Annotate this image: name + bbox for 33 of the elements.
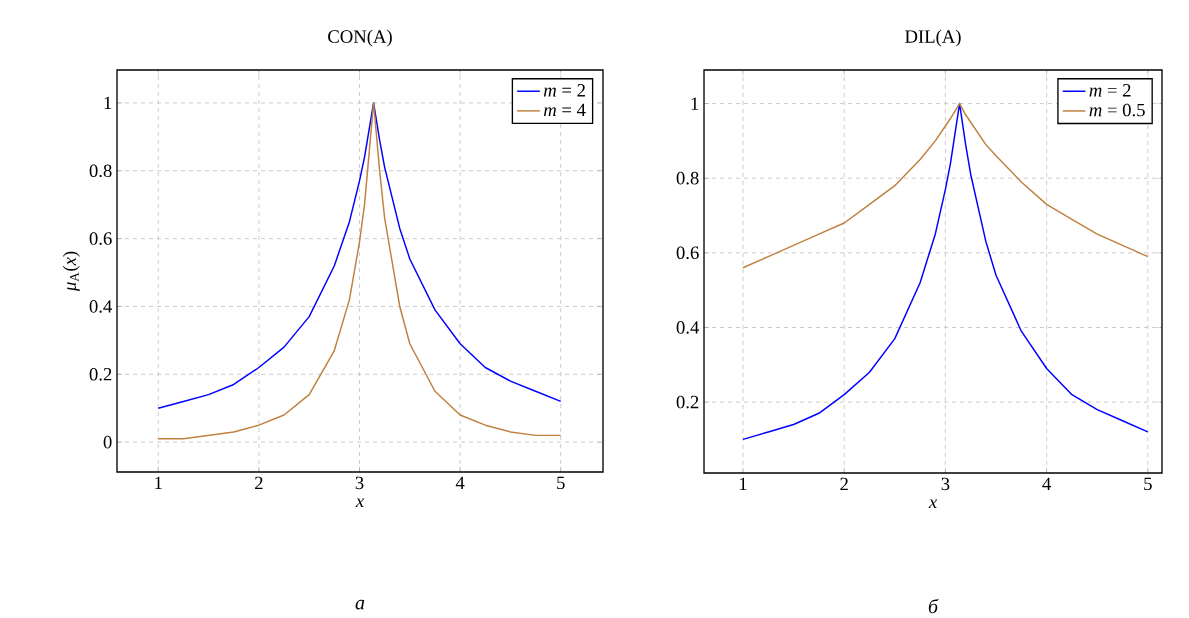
x-tick-label: 4 bbox=[1042, 477, 1052, 491]
x-tick-label: 5 bbox=[1144, 477, 1152, 491]
x-tick-label: 2 bbox=[255, 476, 263, 490]
y-tick-label: 0.6 bbox=[676, 246, 699, 260]
legend-label: m = 2 bbox=[1089, 84, 1131, 97]
legend-label: m = 0.5 bbox=[1089, 103, 1145, 117]
y-tick-label: 1 bbox=[691, 97, 699, 110]
y-tick-label: 0.8 bbox=[676, 172, 699, 185]
x-tick-label: 5 bbox=[557, 476, 565, 490]
y-tick-label: 0.6 bbox=[89, 232, 112, 246]
x-tick-label: 1 bbox=[155, 476, 162, 490]
text: a bbox=[355, 600, 365, 610]
x-tick-label: 2 bbox=[840, 477, 848, 491]
x-axis-title: x bbox=[355, 498, 365, 508]
x-tick-label: 3 bbox=[941, 477, 950, 491]
y-tick-label: 1 bbox=[104, 96, 112, 110]
x-axis-title: x bbox=[928, 499, 938, 509]
x-tick-label: 1 bbox=[739, 477, 747, 491]
x-tick-label: 4 bbox=[455, 476, 465, 490]
y-tick-label: 0.4 bbox=[89, 300, 113, 313]
y-tick-label: 0.2 bbox=[676, 395, 699, 409]
y-tick-label: 0.4 bbox=[676, 321, 700, 334]
chart-title: CON(A) bbox=[328, 29, 392, 47]
y-axis-title: μ$_{A}$(x) bbox=[62, 251, 80, 292]
legend-label: m = 4 bbox=[543, 103, 586, 117]
y-tick-label: 0.2 bbox=[89, 368, 112, 381]
y-tick-label: 0.8 bbox=[89, 164, 112, 178]
chart-title: DIL(A) bbox=[905, 29, 961, 47]
y-tick-label: 0 bbox=[103, 436, 112, 449]
text: б bbox=[928, 598, 939, 614]
x-tick-label: 3 bbox=[355, 476, 364, 490]
legend-label: m = 2 bbox=[543, 84, 585, 97]
line-series bbox=[742, 103, 1149, 441]
